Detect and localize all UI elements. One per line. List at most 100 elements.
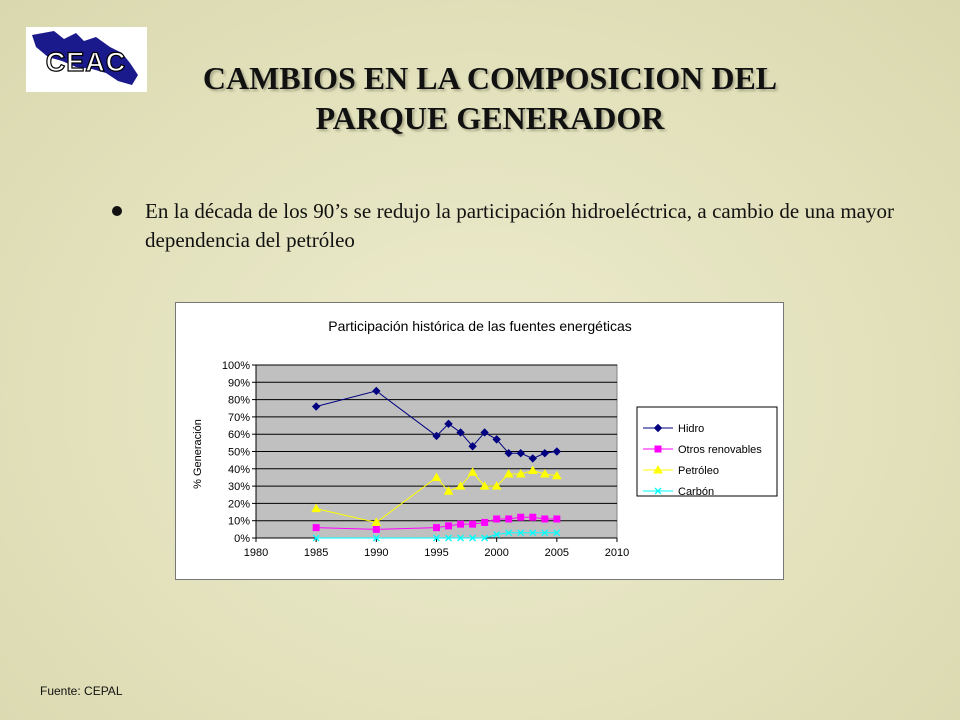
data-point bbox=[552, 447, 562, 456]
y-tick-label: 80% bbox=[228, 395, 250, 407]
page-title: CAMBIOS EN LA COMPOSICION DEL PARQUE GEN… bbox=[150, 58, 830, 138]
data-point bbox=[493, 515, 501, 523]
data-point bbox=[456, 428, 465, 437]
data-point bbox=[505, 529, 513, 537]
legend-label: Petróleo bbox=[678, 465, 719, 477]
data-point bbox=[553, 529, 561, 537]
y-tick-label: 10% bbox=[228, 516, 250, 528]
data-point bbox=[311, 503, 322, 513]
data-point bbox=[481, 518, 489, 526]
data-point bbox=[433, 524, 440, 532]
x-tick-label: 1980 bbox=[244, 547, 268, 559]
x-tick-label: 2000 bbox=[484, 547, 508, 559]
title-line-2: PARQUE GENERADOR bbox=[315, 100, 665, 136]
data-point bbox=[539, 468, 550, 478]
data-point bbox=[540, 449, 550, 458]
y-axis-label: % Generación bbox=[192, 419, 204, 489]
data-point bbox=[517, 513, 525, 521]
x-tick-label: 1990 bbox=[364, 547, 388, 559]
data-point bbox=[515, 468, 526, 478]
data-point bbox=[433, 534, 440, 542]
data-point bbox=[312, 534, 320, 542]
data-point bbox=[455, 481, 466, 490]
data-point bbox=[480, 428, 489, 437]
legend-marker bbox=[654, 445, 662, 453]
data-point bbox=[529, 513, 537, 521]
data-point bbox=[491, 481, 502, 490]
data-point bbox=[551, 470, 562, 480]
x-tick-label: 2005 bbox=[545, 547, 569, 559]
data-point bbox=[457, 520, 465, 528]
data-point bbox=[541, 515, 549, 523]
data-point bbox=[529, 529, 537, 537]
x-tick-labels: 1980 1985 1990 1995 2000 2005 2010 bbox=[244, 537, 629, 559]
data-point bbox=[371, 517, 382, 526]
data-point bbox=[445, 534, 452, 542]
data-point bbox=[503, 468, 514, 478]
legend-marker bbox=[654, 487, 662, 495]
legend-item: Carbón bbox=[643, 486, 714, 498]
legend-item: Otros renovables bbox=[643, 444, 762, 456]
data-point bbox=[504, 449, 513, 458]
data-point bbox=[372, 525, 380, 533]
series-group bbox=[311, 386, 562, 542]
y-tick-label: 60% bbox=[228, 429, 250, 441]
data-point bbox=[479, 481, 490, 490]
bullet-text: En la década de los 90’s se redujo la pa… bbox=[145, 199, 894, 252]
y-tick-label: 70% bbox=[228, 412, 250, 424]
data-point bbox=[432, 431, 441, 441]
data-point bbox=[541, 529, 549, 537]
legend-label: Hidro bbox=[678, 423, 704, 435]
y-tick-label: 90% bbox=[228, 377, 250, 389]
data-point bbox=[445, 522, 453, 530]
data-point bbox=[443, 486, 454, 495]
data-point bbox=[469, 534, 477, 542]
series-otros-renovables bbox=[312, 513, 561, 533]
y-tick-label: 100% bbox=[222, 360, 250, 372]
data-point bbox=[492, 435, 501, 444]
data-point bbox=[372, 534, 380, 542]
legend-marker bbox=[653, 423, 663, 433]
data-point bbox=[467, 467, 478, 476]
data-point bbox=[311, 402, 321, 411]
series-hidro bbox=[311, 386, 562, 463]
legend-marker bbox=[653, 464, 663, 474]
data-point bbox=[528, 454, 537, 463]
title-line-1: CAMBIOS EN LA COMPOSICION DEL bbox=[202, 60, 778, 96]
x-tick-label: 1995 bbox=[424, 547, 448, 559]
logo-text: CEAC bbox=[46, 47, 127, 77]
y-tick-label: 20% bbox=[228, 498, 250, 510]
line-chart: Participación histórica de las fuentes e… bbox=[192, 318, 778, 559]
legend-label: Otros renovables bbox=[678, 444, 762, 456]
bullet-item: En la década de los 90’s se redujo la pa… bbox=[112, 197, 894, 255]
data-point bbox=[457, 534, 465, 542]
data-point bbox=[468, 442, 477, 451]
legend-item: Petróleo bbox=[643, 464, 719, 477]
data-point bbox=[516, 449, 525, 458]
x-tick-label: 1985 bbox=[304, 547, 328, 559]
y-tick-label: 0% bbox=[234, 533, 250, 545]
data-point bbox=[469, 520, 477, 528]
data-point bbox=[444, 419, 453, 429]
ceac-logo-graphic: CEAC bbox=[32, 31, 138, 85]
legend: Hidro Otros renovables Petróleo Carbón bbox=[643, 423, 762, 498]
data-point bbox=[493, 531, 501, 538]
data-point bbox=[505, 515, 513, 523]
source-note: Fuente: CEPAL bbox=[40, 684, 123, 698]
legend-item: Hidro bbox=[643, 423, 704, 435]
data-point bbox=[481, 534, 489, 542]
data-point bbox=[372, 386, 381, 396]
data-point bbox=[517, 529, 525, 537]
series-carb-n bbox=[312, 529, 561, 542]
legend-label: Carbón bbox=[678, 486, 714, 498]
bullet-dot-icon bbox=[112, 206, 122, 216]
data-point bbox=[527, 465, 538, 475]
y-tick-labels: 0% 10% 20% 30% 40% 50% 60% 70% 80% 90% 100% bbox=[222, 360, 257, 545]
data-point bbox=[312, 524, 320, 532]
series-petr-leo bbox=[311, 465, 562, 526]
x-tick-label: 2010 bbox=[605, 547, 629, 559]
data-point bbox=[553, 515, 561, 523]
y-tick-label: 40% bbox=[228, 464, 250, 476]
data-point bbox=[431, 472, 442, 481]
chart-title: Participación histórica de las fuentes e… bbox=[328, 318, 632, 334]
